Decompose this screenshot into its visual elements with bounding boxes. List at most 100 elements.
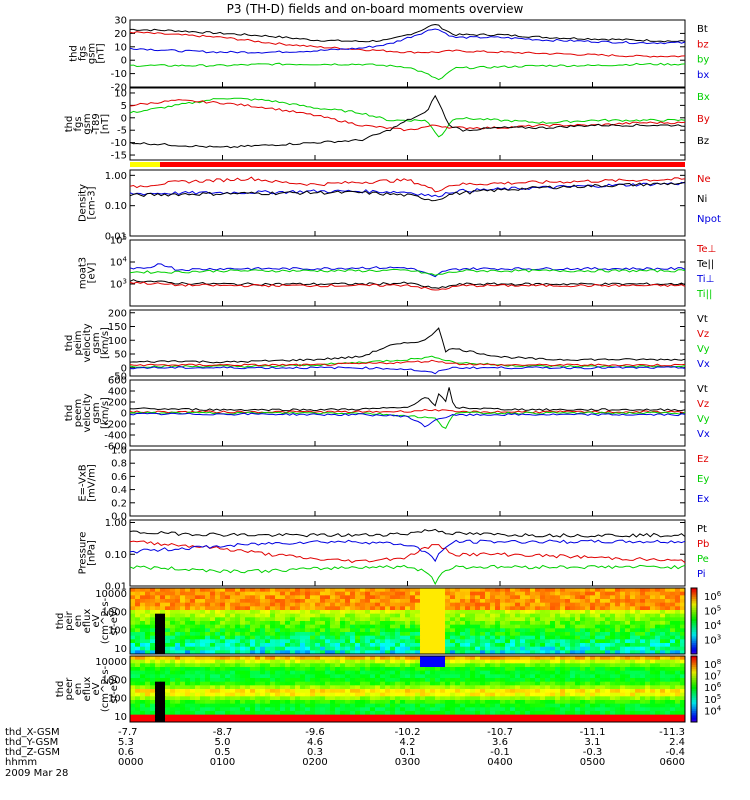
heatmap-cell bbox=[435, 696, 441, 701]
heatmap-cell bbox=[135, 689, 141, 694]
heatmap-cell bbox=[260, 632, 266, 637]
heatmap-cell bbox=[535, 703, 541, 708]
heatmap-cell bbox=[320, 621, 326, 626]
heatmap-cell bbox=[665, 639, 671, 644]
heatmap-cell bbox=[400, 703, 406, 708]
heatmap-cell bbox=[515, 663, 521, 668]
heatmap-cell bbox=[295, 595, 301, 600]
heatmap-cell bbox=[175, 692, 181, 697]
heatmap-cell bbox=[170, 700, 176, 705]
heatmap-cell bbox=[245, 692, 251, 697]
heatmap-cell bbox=[255, 667, 261, 672]
heatmap-cell bbox=[420, 707, 426, 712]
heatmap-cell bbox=[270, 621, 276, 626]
heatmap-cell bbox=[245, 674, 251, 679]
heatmap-cell bbox=[590, 689, 596, 694]
heatmap-cell bbox=[135, 621, 141, 626]
heatmap-cell bbox=[565, 689, 571, 694]
heatmap-cell bbox=[575, 656, 581, 661]
heatmap-cell bbox=[620, 628, 626, 633]
heatmap-cell bbox=[345, 639, 351, 644]
heatmap-cell bbox=[450, 591, 456, 596]
heatmap-cell bbox=[155, 700, 161, 705]
heatmap-cell bbox=[365, 656, 371, 661]
heatmap-cell bbox=[175, 643, 181, 648]
heatmap-cell bbox=[585, 617, 591, 622]
heatmap-cell bbox=[680, 656, 686, 661]
heatmap-cell bbox=[540, 670, 546, 675]
heatmap-cell bbox=[410, 703, 416, 708]
heatmap-cell bbox=[220, 588, 226, 593]
heatmap-cell bbox=[625, 628, 631, 633]
heatmap-cell bbox=[225, 685, 231, 690]
heatmap-cell bbox=[285, 606, 291, 611]
heatmap-cell bbox=[310, 667, 316, 672]
heatmap-cell bbox=[430, 588, 436, 593]
heatmap-cell bbox=[420, 678, 426, 683]
heatmap-cell bbox=[430, 700, 436, 705]
heatmap-cell bbox=[615, 591, 621, 596]
heatmap-cell bbox=[455, 591, 461, 596]
heatmap-cell bbox=[450, 628, 456, 633]
heatmap-cell bbox=[615, 659, 621, 664]
heatmap-cell bbox=[320, 696, 326, 701]
heatmap-cell bbox=[310, 650, 316, 655]
heatmap-cell bbox=[430, 659, 436, 664]
heatmap-cell bbox=[525, 595, 531, 600]
y-axis-label-line: en bbox=[73, 683, 84, 696]
heatmap-cell bbox=[560, 650, 566, 655]
heatmap-cell bbox=[450, 703, 456, 708]
heatmap-cell bbox=[175, 632, 181, 637]
heatmap-cell bbox=[500, 703, 506, 708]
heatmap-cell bbox=[460, 610, 466, 615]
heatmap-cell bbox=[625, 674, 631, 679]
heatmap-cell bbox=[425, 678, 431, 683]
heatmap-cell bbox=[235, 632, 241, 637]
heatmap-cell bbox=[370, 718, 376, 723]
heatmap-cell bbox=[600, 707, 606, 712]
heatmap-cell bbox=[475, 674, 481, 679]
heatmap-cell bbox=[330, 639, 336, 644]
heatmap-cell bbox=[140, 667, 146, 672]
heatmap-cell bbox=[180, 703, 186, 708]
heatmap-cell bbox=[325, 685, 331, 690]
heatmap-cell bbox=[380, 632, 386, 637]
heatmap-cell bbox=[255, 685, 261, 690]
colorbar-cell bbox=[691, 664, 697, 668]
heatmap-cell bbox=[480, 692, 486, 697]
heatmap-cell bbox=[675, 632, 681, 637]
heatmap-cell bbox=[370, 599, 376, 604]
heatmap-cell bbox=[560, 606, 566, 611]
heatmap-cell bbox=[540, 599, 546, 604]
heatmap-cell bbox=[275, 602, 281, 607]
heatmap-cell bbox=[375, 700, 381, 705]
heatmap-cell bbox=[165, 663, 171, 668]
heatmap-cell bbox=[650, 650, 656, 655]
heatmap-cell bbox=[410, 639, 416, 644]
orbit-value: -8.7 bbox=[213, 727, 233, 738]
legend-bz: bz bbox=[697, 39, 709, 50]
heatmap-cell bbox=[680, 696, 686, 701]
heatmap-cell bbox=[525, 591, 531, 596]
heatmap-cell bbox=[375, 646, 381, 651]
heatmap-cell bbox=[595, 692, 601, 697]
heatmap-cell bbox=[265, 628, 271, 633]
heatmap-cell bbox=[155, 670, 161, 675]
heatmap-cell bbox=[560, 646, 566, 651]
heatmap-cell bbox=[435, 588, 441, 593]
heatmap-cell bbox=[530, 639, 536, 644]
heatmap-cell bbox=[635, 663, 641, 668]
heatmap-cell bbox=[625, 689, 631, 694]
heatmap-cell bbox=[135, 718, 141, 723]
heatmap-cell bbox=[675, 681, 681, 686]
series-Vt bbox=[129, 387, 686, 412]
heatmap-cell bbox=[220, 613, 226, 618]
heatmap-cell bbox=[585, 610, 591, 615]
heatmap-cell bbox=[450, 602, 456, 607]
heatmap-cell bbox=[575, 632, 581, 637]
heatmap-cell bbox=[390, 621, 396, 626]
heatmap-cell bbox=[170, 670, 176, 675]
heatmap-cell bbox=[455, 628, 461, 633]
y-axis-label-line: peim bbox=[73, 330, 84, 355]
heatmap-cell bbox=[145, 663, 151, 668]
